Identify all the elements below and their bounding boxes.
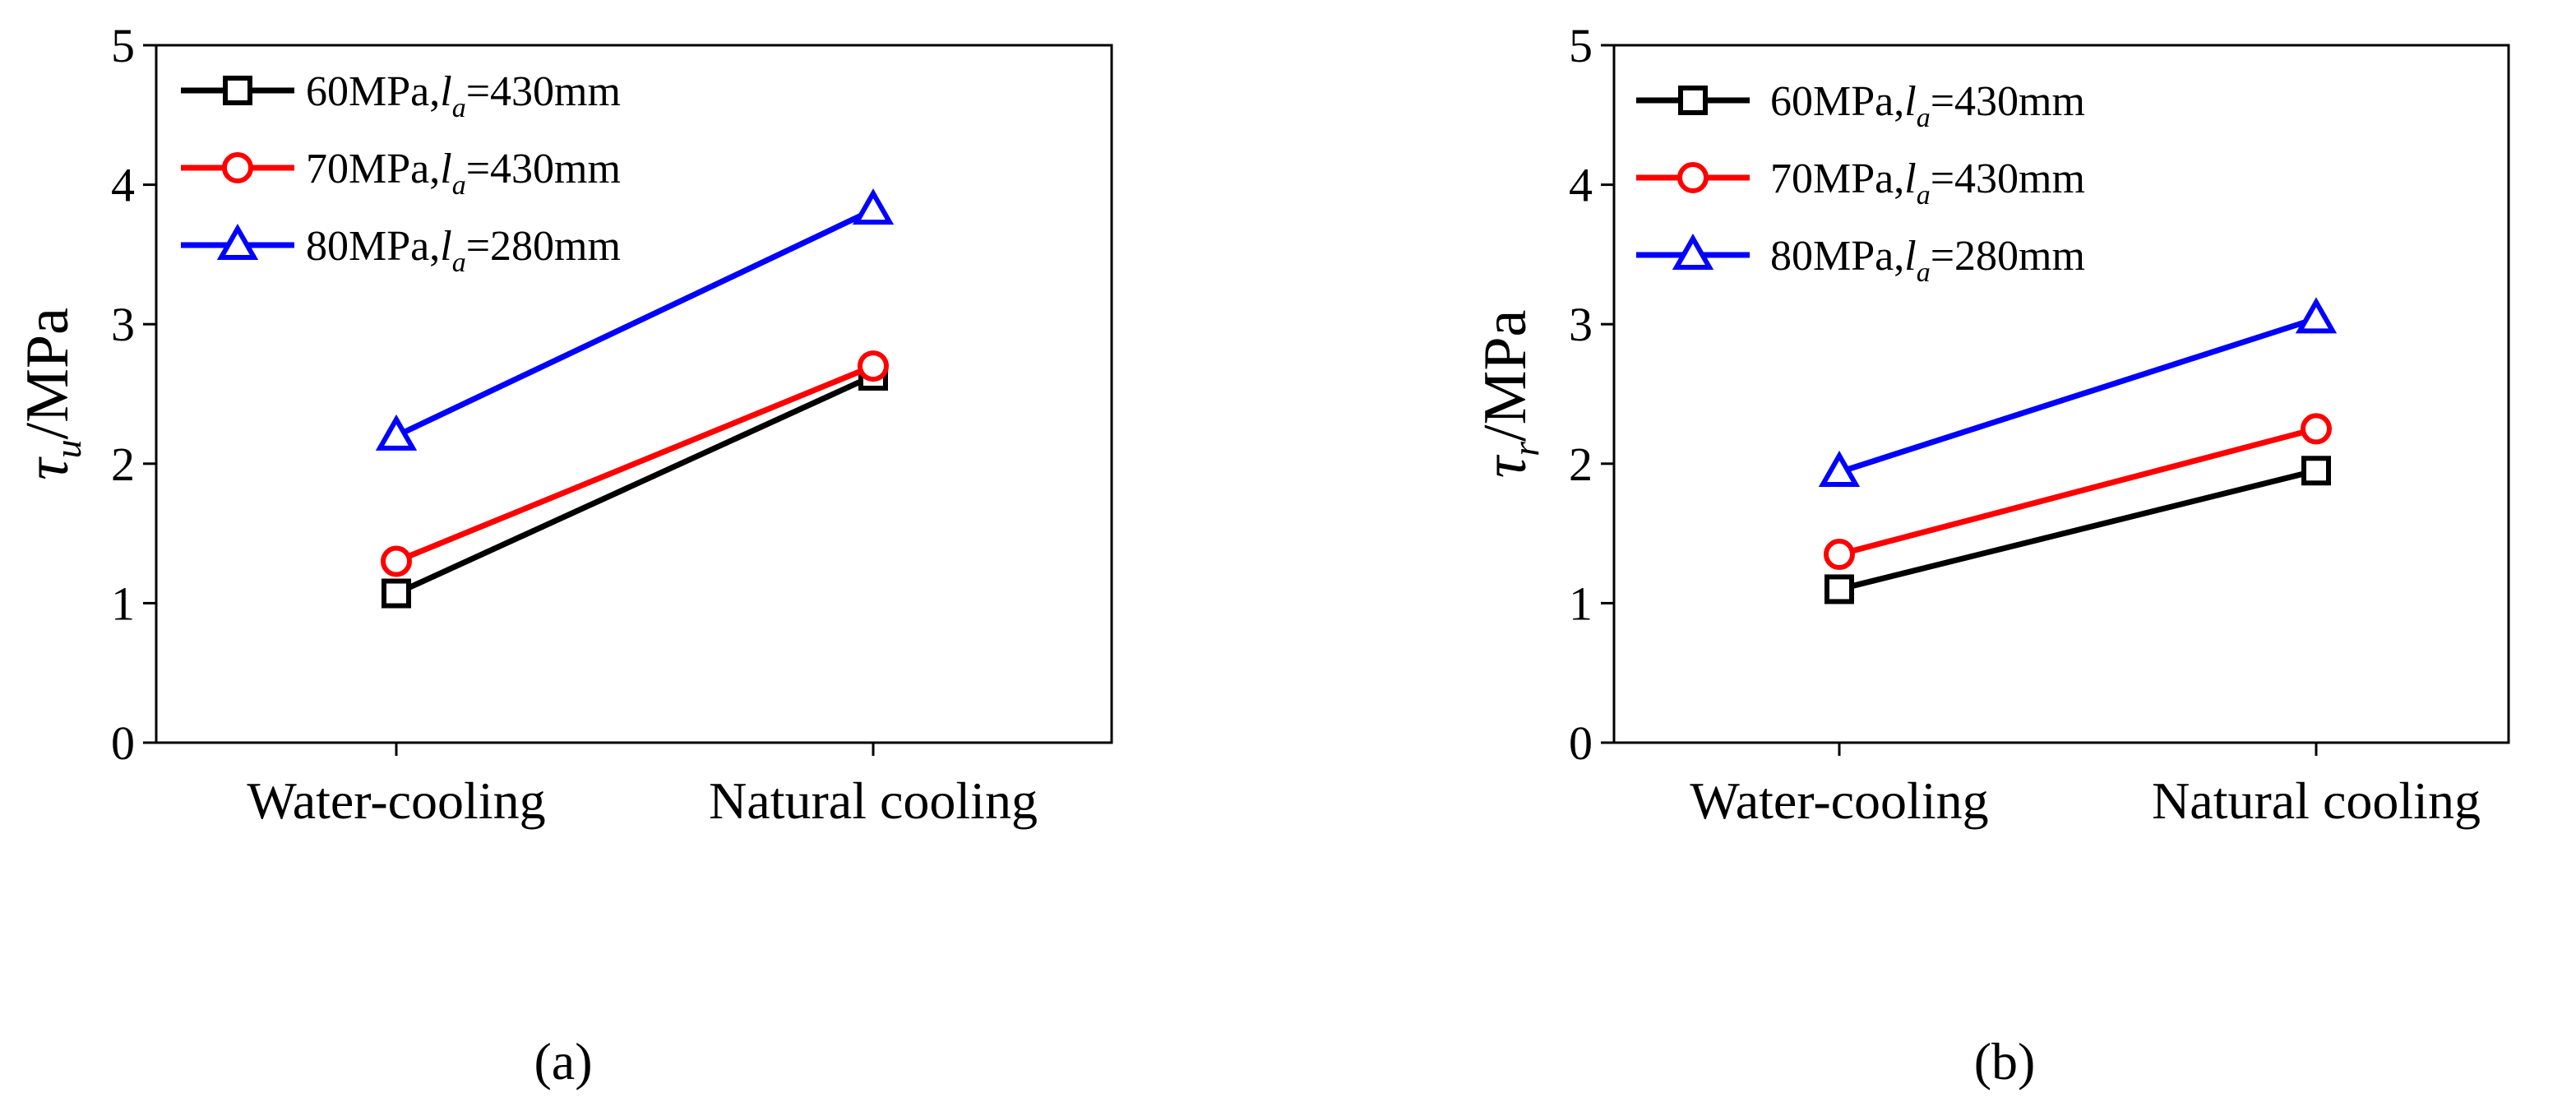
legend-label: 80MPa,la=280mm [306, 223, 621, 278]
y-tick-label: 4 [1569, 159, 1593, 212]
legend-label: 70MPa,la=430mm [1770, 155, 2085, 211]
data-point-marker [852, 188, 895, 225]
legend-entry: 70MPa,la=430mm [181, 146, 621, 201]
series-line [395, 373, 875, 596]
series-line [1838, 426, 2317, 558]
y-tick-label: 4 [111, 159, 135, 212]
series-1 [382, 360, 888, 609]
series-line [1838, 467, 2317, 592]
y-tick-label: 5 [111, 19, 135, 72]
series-line [395, 206, 875, 439]
y-tick-label: 2 [1569, 438, 1593, 491]
data-point-marker [1824, 574, 1854, 604]
legend-entry: 80MPa,la=280mm [1636, 233, 2085, 288]
y-tick-label: 2 [111, 438, 135, 491]
legend-entry: 60MPa,la=430mm [1636, 78, 2085, 133]
y-tick-label: 1 [111, 577, 135, 630]
y-axis-label: τu/MPa [14, 308, 89, 480]
chart-panel-b: 0 1 2 3 4 5 Water-cooling Natural cooling τr/MPa… [1472, 19, 2510, 1091]
series-2 [381, 350, 889, 577]
legend-label: 60MPa,la=430mm [1770, 78, 2085, 133]
x-category-label: Water-cooling [247, 771, 545, 830]
legend-marker [216, 223, 259, 260]
legend-marker [1672, 233, 1714, 270]
legend-entry: 80MPa,la=280mm [181, 223, 621, 278]
legend: 60MPa,la=430mm 70MPa,la=430mm 80MPa,la=280… [181, 68, 621, 278]
y-tick-label: 3 [111, 298, 135, 351]
plot-frame [155, 44, 1113, 744]
data-point-marker [381, 545, 412, 577]
legend-label: 70MPa,la=430mm [306, 146, 621, 201]
legend-entry: 70MPa,la=430mm [1636, 155, 2085, 211]
data-point-marker [2295, 297, 2338, 334]
x-category-label: Water-cooling [1690, 771, 1988, 830]
y-tick-label: 1 [1569, 577, 1593, 630]
data-point-marker [2301, 413, 2332, 445]
series-3 [375, 188, 895, 451]
legend-label: 60MPa,la=430mm [306, 68, 621, 123]
data-point-marker [2301, 456, 2331, 486]
y-axis-label: τr/MPa [1472, 310, 1547, 479]
series-2 [1824, 413, 2332, 571]
data-point-marker [1818, 450, 1861, 487]
panel-caption: (a) [534, 1032, 592, 1091]
data-point-marker [382, 578, 411, 609]
data-point-marker [375, 414, 418, 451]
series-line [395, 363, 875, 564]
data-point-marker [858, 350, 889, 382]
legend-marker [223, 76, 252, 105]
series-1 [1824, 456, 2331, 604]
legend-marker [1678, 86, 1708, 115]
x-category-label: Natural cooling [709, 771, 1038, 830]
chart-panel-a: 0 1 2 3 4 5 Water-cooling Natural cooling τu/MPa… [14, 19, 1113, 1091]
legend-marker [1677, 162, 1709, 193]
legend-label: 80MPa,la=280mm [1770, 233, 2085, 288]
legend-entry: 60MPa,la=430mm [181, 68, 621, 123]
panel-caption: (b) [1974, 1032, 2036, 1091]
y-tick-label: 0 [1569, 716, 1593, 770]
legend: 60MPa,la=430mm 70MPa,la=430mm 80MPa,la=280… [1636, 78, 2085, 288]
data-point-marker [1824, 539, 1855, 571]
y-tick-label: 5 [1569, 19, 1593, 72]
y-tick-label: 3 [1569, 298, 1593, 351]
legend-marker [222, 152, 253, 183]
series-line [1838, 316, 2318, 475]
series-3 [1818, 297, 2338, 487]
y-tick-label: 0 [111, 716, 135, 770]
x-category-label: Natural cooling [2152, 771, 2481, 830]
plot-frame [1612, 44, 2510, 744]
